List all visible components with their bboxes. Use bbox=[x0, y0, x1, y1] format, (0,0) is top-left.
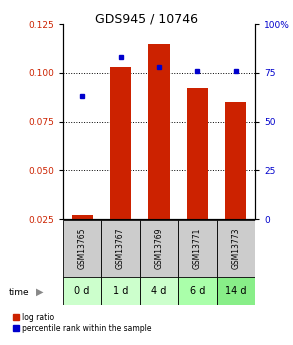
Bar bbox=[71, 215, 93, 219]
Legend: log ratio, percentile rank within the sample: log ratio, percentile rank within the sa… bbox=[13, 313, 151, 333]
Text: GSM13771: GSM13771 bbox=[193, 228, 202, 269]
Bar bbox=[140, 220, 178, 278]
Text: GSM13767: GSM13767 bbox=[116, 228, 125, 269]
Bar bbox=[140, 277, 178, 305]
Bar bbox=[178, 220, 217, 278]
Bar bbox=[110, 67, 131, 219]
Bar bbox=[225, 102, 246, 219]
Text: 1 d: 1 d bbox=[113, 286, 128, 296]
Bar bbox=[101, 277, 140, 305]
Bar bbox=[187, 88, 208, 219]
Text: 6 d: 6 d bbox=[190, 286, 205, 296]
Bar bbox=[63, 277, 101, 305]
Bar bbox=[217, 220, 255, 278]
Bar bbox=[217, 277, 255, 305]
Text: 14 d: 14 d bbox=[225, 286, 246, 296]
Text: GSM13773: GSM13773 bbox=[231, 228, 240, 269]
Text: ▶: ▶ bbox=[36, 287, 43, 297]
Text: time: time bbox=[9, 288, 29, 297]
Text: GSM13769: GSM13769 bbox=[154, 228, 163, 269]
Bar bbox=[101, 220, 140, 278]
Text: 0 d: 0 d bbox=[74, 286, 90, 296]
Bar bbox=[63, 220, 101, 278]
Bar bbox=[178, 277, 217, 305]
Text: GSM13765: GSM13765 bbox=[78, 228, 87, 269]
Text: GDS945 / 10746: GDS945 / 10746 bbox=[95, 12, 198, 25]
Text: 4 d: 4 d bbox=[151, 286, 167, 296]
Bar bbox=[148, 44, 170, 219]
